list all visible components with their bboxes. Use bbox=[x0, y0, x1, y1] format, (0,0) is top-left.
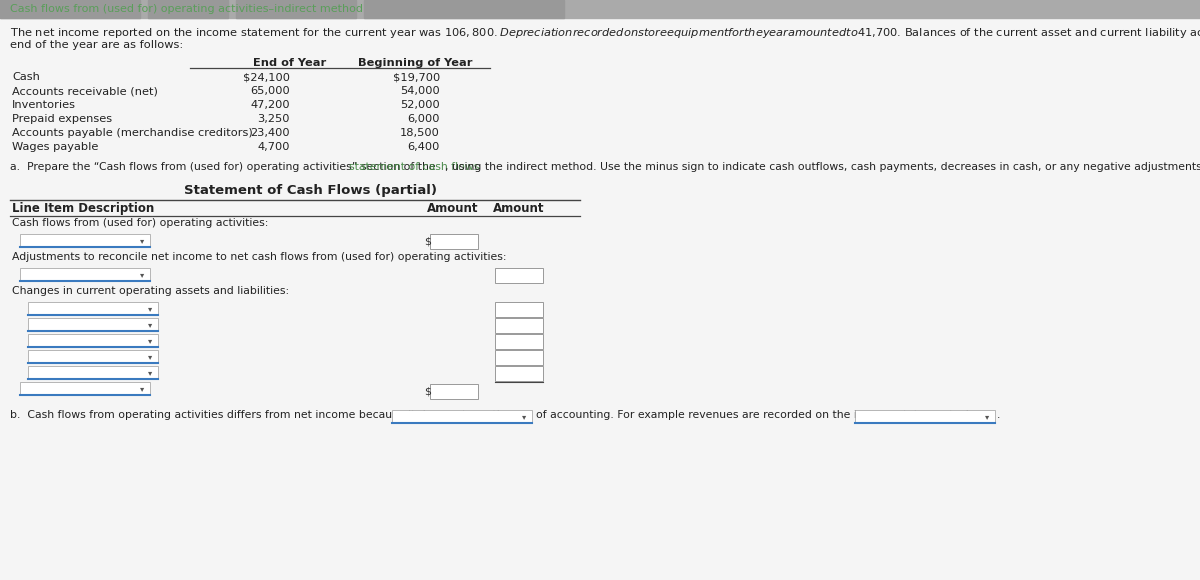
FancyBboxPatch shape bbox=[28, 366, 158, 379]
Text: Accounts payable (merchandise creditors): Accounts payable (merchandise creditors) bbox=[12, 128, 253, 138]
FancyBboxPatch shape bbox=[430, 384, 478, 399]
FancyBboxPatch shape bbox=[496, 366, 542, 381]
FancyBboxPatch shape bbox=[496, 350, 542, 365]
Text: The net income reported on the income statement for the current year was $106,80: The net income reported on the income st… bbox=[10, 26, 1200, 40]
Text: 54,000: 54,000 bbox=[401, 86, 440, 96]
Text: 52,000: 52,000 bbox=[401, 100, 440, 110]
Text: Changes in current operating assets and liabilities:: Changes in current operating assets and … bbox=[12, 286, 289, 296]
Text: end of the year are as follows:: end of the year are as follows: bbox=[10, 40, 184, 50]
Text: 6,000: 6,000 bbox=[408, 114, 440, 124]
Text: Statement of Cash Flows (partial): Statement of Cash Flows (partial) bbox=[184, 184, 437, 197]
Bar bbox=[0, 0, 140, 18]
Text: Cash flows from (used for) operating activities:: Cash flows from (used for) operating act… bbox=[12, 218, 269, 228]
FancyBboxPatch shape bbox=[28, 302, 158, 315]
Text: statement of cash flows: statement of cash flows bbox=[348, 162, 479, 172]
Text: ▾: ▾ bbox=[148, 320, 152, 329]
Text: ▾: ▾ bbox=[148, 304, 152, 313]
Text: of accounting. For example revenues are recorded on the income statement when: of accounting. For example revenues are … bbox=[535, 410, 986, 420]
Text: ▾: ▾ bbox=[148, 352, 152, 361]
FancyBboxPatch shape bbox=[430, 234, 478, 249]
FancyBboxPatch shape bbox=[856, 410, 995, 423]
Text: $24,100: $24,100 bbox=[242, 72, 290, 82]
Text: Amount: Amount bbox=[427, 202, 479, 215]
FancyBboxPatch shape bbox=[496, 318, 542, 333]
Text: 4,700: 4,700 bbox=[258, 142, 290, 152]
Text: ▾: ▾ bbox=[140, 384, 144, 393]
FancyBboxPatch shape bbox=[20, 268, 150, 281]
Text: Cash flows from (used for) operating activities–indirect method: Cash flows from (used for) operating act… bbox=[10, 4, 364, 14]
Bar bbox=[236, 0, 356, 18]
Bar bbox=[364, 0, 564, 18]
Text: 65,000: 65,000 bbox=[251, 86, 290, 96]
FancyBboxPatch shape bbox=[28, 334, 158, 347]
Text: b.  Cash flows from operating activities differs from net income because it does: b. Cash flows from operating activities … bbox=[10, 410, 510, 420]
Text: , using the indirect method. Use the minus sign to indicate cash outflows, cash : , using the indirect method. Use the min… bbox=[445, 162, 1200, 172]
Text: .: . bbox=[997, 410, 1001, 420]
Text: 6,400: 6,400 bbox=[408, 142, 440, 152]
Text: Cash: Cash bbox=[12, 72, 40, 82]
Text: End of Year: End of Year bbox=[253, 58, 326, 68]
Text: Amount: Amount bbox=[493, 202, 545, 215]
FancyBboxPatch shape bbox=[20, 382, 150, 395]
Text: ▾: ▾ bbox=[148, 336, 152, 345]
FancyBboxPatch shape bbox=[391, 410, 532, 423]
Text: ▾: ▾ bbox=[148, 368, 152, 377]
FancyBboxPatch shape bbox=[496, 334, 542, 349]
Text: 3,250: 3,250 bbox=[258, 114, 290, 124]
Text: $: $ bbox=[424, 386, 431, 397]
Text: Line Item Description: Line Item Description bbox=[12, 202, 155, 215]
Text: ▾: ▾ bbox=[140, 236, 144, 245]
Text: Adjustments to reconcile net income to net cash flows from (used for) operating : Adjustments to reconcile net income to n… bbox=[12, 252, 506, 262]
Bar bbox=[0, 0, 1200, 18]
Bar bbox=[148, 0, 228, 18]
Text: 47,200: 47,200 bbox=[251, 100, 290, 110]
Text: Accounts receivable (net): Accounts receivable (net) bbox=[12, 86, 158, 96]
Text: a.  Prepare the “Cash flows from (used for) operating activities” section of the: a. Prepare the “Cash flows from (used fo… bbox=[10, 162, 439, 172]
Text: 23,400: 23,400 bbox=[251, 128, 290, 138]
Text: Beginning of Year: Beginning of Year bbox=[358, 58, 473, 68]
Text: Wages payable: Wages payable bbox=[12, 142, 98, 152]
Text: Inventories: Inventories bbox=[12, 100, 76, 110]
FancyBboxPatch shape bbox=[28, 318, 158, 331]
Text: Prepaid expenses: Prepaid expenses bbox=[12, 114, 112, 124]
Text: ▾: ▾ bbox=[985, 412, 990, 421]
Text: $19,700: $19,700 bbox=[392, 72, 440, 82]
FancyBboxPatch shape bbox=[28, 350, 158, 363]
Text: ▾: ▾ bbox=[140, 270, 144, 279]
FancyBboxPatch shape bbox=[20, 234, 150, 247]
Text: ▾: ▾ bbox=[522, 412, 526, 421]
Text: 18,500: 18,500 bbox=[400, 128, 440, 138]
Text: $: $ bbox=[424, 237, 431, 246]
FancyBboxPatch shape bbox=[496, 268, 542, 283]
FancyBboxPatch shape bbox=[496, 302, 542, 317]
